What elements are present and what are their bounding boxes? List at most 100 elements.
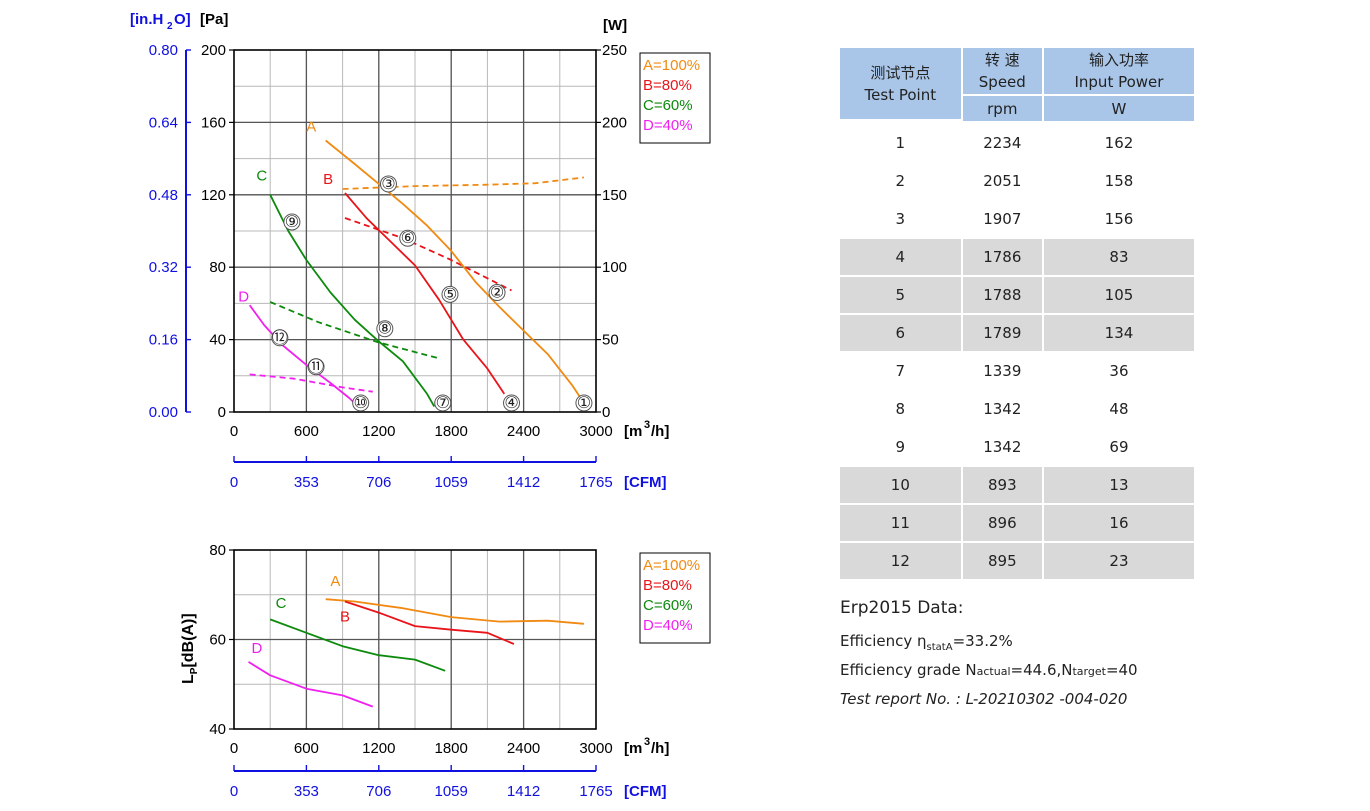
speed-cell: 2051 bbox=[962, 161, 1042, 199]
y2-tick-label: 200 bbox=[602, 114, 627, 131]
test-report-number: Test report No. : L-20210302 -004-020 bbox=[840, 690, 1128, 708]
test-point-marker-label: ⑥ bbox=[401, 228, 415, 247]
speed-cell: 1786 bbox=[962, 237, 1042, 275]
test-point-header-cn: 测试节点 bbox=[870, 63, 931, 82]
legend-entry: C=60% bbox=[643, 97, 693, 114]
test-point-header-en: Test Point bbox=[864, 85, 937, 104]
noise-curve-label-d: D bbox=[252, 640, 263, 657]
power-curve-a bbox=[342, 176, 585, 190]
test-point-marker bbox=[441, 285, 459, 303]
test-point-marker bbox=[283, 213, 301, 231]
grade-actual-sub: actual bbox=[976, 665, 1011, 678]
test-point-cell: 12 bbox=[840, 541, 961, 579]
power-curve-c bbox=[269, 301, 440, 360]
noise-curve-c bbox=[269, 618, 446, 672]
x-unit-label: [m bbox=[624, 740, 642, 757]
speed-cell: 1789 bbox=[962, 313, 1042, 351]
cfm-tick-label: 1765 bbox=[579, 474, 612, 491]
power-curve-d bbox=[249, 373, 373, 393]
efficiency-prefix: Efficiency η bbox=[840, 632, 927, 650]
inh2o-unit-subscript: 2 bbox=[167, 21, 173, 32]
pressure-curve-a bbox=[325, 139, 585, 404]
test-point-cell: 9 bbox=[840, 427, 961, 465]
inh2o-tick-label: 0.64 bbox=[149, 114, 178, 131]
table-row: 8 1342 48 bbox=[840, 389, 1194, 427]
test-point-cell: 8 bbox=[840, 389, 961, 427]
test-point-marker-label: ⑫ bbox=[272, 328, 288, 347]
noise-curve-label-c: C bbox=[276, 595, 287, 612]
test-point-marker bbox=[379, 175, 397, 193]
table-row: 1 2234 162 bbox=[840, 121, 1194, 161]
inh2o-unit-label: [in.H bbox=[130, 11, 163, 28]
power-header-cn: 输入功率 bbox=[1088, 51, 1149, 69]
cfm-tick-label: 1412 bbox=[507, 783, 540, 800]
test-point-cell: 1 bbox=[840, 121, 961, 161]
pressure-curve-d bbox=[248, 304, 362, 410]
erp-data-block: Erp2015 Data: Efficiency ηstatA=33.2% Ef… bbox=[840, 598, 1138, 714]
inh2o-tick-label: 0.00 bbox=[149, 404, 178, 421]
speed-header-en: Speed bbox=[978, 73, 1026, 91]
noise-curve-a bbox=[325, 598, 584, 625]
power-cell: 16 bbox=[1043, 503, 1194, 541]
grade-actual-value: =44.6,N bbox=[1010, 661, 1073, 679]
efficiency-grade-line: Efficiency grade Nactual=44.6,Ntarget=40 bbox=[840, 656, 1138, 685]
power-unit: W bbox=[1043, 96, 1194, 121]
cfm-tick-label: 1765 bbox=[579, 783, 612, 800]
legend-entry: D=40% bbox=[643, 617, 693, 634]
speed-cell: 1907 bbox=[962, 199, 1042, 237]
cfm-tick-label: 706 bbox=[366, 783, 391, 800]
table-body: 1 2234 162 2 2051 158 3 1907 156 4 1786 83 5 1788 105 6… bbox=[840, 121, 1194, 579]
table-row: 6 1789 134 bbox=[840, 313, 1194, 351]
x-unit-superscript: 3 bbox=[644, 419, 650, 431]
watt-unit-label: [W] bbox=[603, 17, 627, 34]
table-row: 5 1788 105 bbox=[840, 275, 1194, 313]
y2-tick-label: 50 bbox=[602, 332, 619, 349]
x-tick-label: 3000 bbox=[579, 423, 612, 440]
inh2o-tick-label: 0.80 bbox=[149, 42, 178, 59]
test-point-marker bbox=[352, 394, 370, 412]
power-cell: 134 bbox=[1043, 313, 1194, 351]
legend-entry: C=60% bbox=[643, 597, 693, 614]
x-tick-label: 1200 bbox=[362, 423, 395, 440]
legend-entry: A=100% bbox=[643, 57, 700, 74]
cfm-tick-label: 353 bbox=[294, 783, 319, 800]
test-point-cell: 4 bbox=[840, 237, 961, 275]
legend-box bbox=[639, 52, 711, 144]
table-row: 10 893 13 bbox=[840, 465, 1194, 503]
speed-cell: 2234 bbox=[962, 121, 1042, 161]
pa-unit-label: [Pa] bbox=[200, 11, 228, 28]
erp-title: Erp2015 Data: bbox=[840, 598, 964, 618]
test-point-marker-label: ③ bbox=[381, 174, 395, 193]
test-point-marker-label: ④ bbox=[504, 393, 518, 412]
x-tick-label: 2400 bbox=[507, 740, 540, 757]
grade-target-sub: target bbox=[1072, 665, 1106, 678]
power-cell: 158 bbox=[1043, 161, 1194, 199]
pressure-curve-c bbox=[269, 194, 436, 408]
y-tick-label: 60 bbox=[209, 632, 226, 649]
y-axis-label-l: L bbox=[180, 674, 197, 684]
plot-frame bbox=[233, 49, 597, 413]
y2-tick-label: 250 bbox=[602, 42, 627, 59]
x-unit-label-end: /h] bbox=[651, 740, 669, 757]
y2-tick-label: 100 bbox=[602, 259, 627, 276]
x-unit-superscript: 3 bbox=[644, 736, 650, 748]
cfm-tick-label: 1059 bbox=[435, 474, 468, 491]
noise-curve-d bbox=[248, 661, 374, 708]
y-tick-label: 120 bbox=[201, 187, 226, 204]
pressure-curve-b bbox=[344, 192, 506, 395]
noise-curve-label-a: A bbox=[330, 573, 340, 590]
legend-entry: B=80% bbox=[643, 77, 692, 94]
test-point-marker-label: ⑦ bbox=[436, 393, 450, 412]
y-axis-label-sub: P bbox=[189, 667, 200, 674]
inh2o-tick-label: 0.16 bbox=[149, 332, 178, 349]
y-tick-label: 200 bbox=[201, 42, 226, 59]
test-point-cell: 11 bbox=[840, 503, 961, 541]
y-tick-label: 40 bbox=[209, 721, 226, 738]
power-cell: 48 bbox=[1043, 389, 1194, 427]
inh2o-unit-label-end: O] bbox=[174, 11, 191, 28]
efficiency-sub: statA bbox=[926, 642, 953, 653]
y2-tick-label: 150 bbox=[602, 187, 627, 204]
grade-prefix: Efficiency grade N bbox=[840, 661, 977, 679]
test-point-marker-label: ⑤ bbox=[443, 284, 457, 303]
